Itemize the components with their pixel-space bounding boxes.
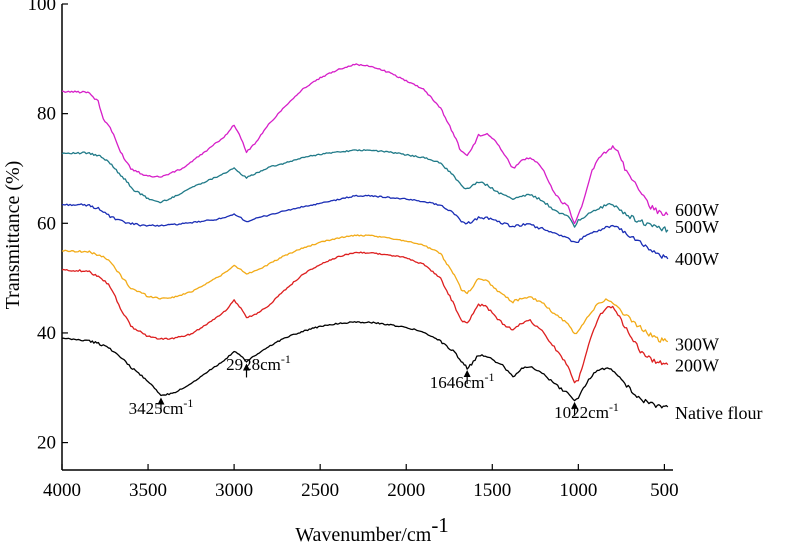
x-tick-label: 500	[650, 480, 679, 501]
annotation-label: 1022cm-1	[554, 400, 619, 422]
annotation-label-sup: -1	[609, 400, 619, 414]
annotation-arrow-head	[571, 401, 579, 409]
series-line-200w	[61, 251, 669, 384]
series-layer	[61, 63, 669, 409]
y-tick-label: 100	[28, 0, 57, 15]
plot-area	[61, 4, 673, 471]
annotation-label: 3425cm-1	[129, 396, 194, 418]
annotation-label: 2928cm-1	[226, 352, 291, 374]
annotation-label-text: 3425cm	[129, 399, 184, 418]
annotation-label-text: 2928cm	[226, 355, 281, 374]
series-line-400w	[61, 194, 669, 260]
x-tick-label: 1000	[559, 480, 597, 501]
y-tick-label: 20	[37, 433, 56, 454]
series-line-native-flour	[61, 321, 669, 409]
annotation-label-sup: -1	[281, 352, 291, 366]
x-axis-ticks: 4000 3500 3000 2500 2000 1500 1000 500	[43, 464, 679, 501]
annotation-label-text: 1646cm	[430, 373, 485, 392]
series-line-500w	[61, 149, 669, 233]
annotation-label-sup: -1	[485, 370, 495, 384]
series-label: 400W	[675, 249, 719, 269]
y-tick-label: 40	[37, 323, 56, 344]
annotation-arrow-head	[463, 370, 471, 378]
x-tick-label: 4000	[43, 480, 81, 501]
series-label: 300W	[675, 335, 719, 355]
series-label: Native flour	[675, 403, 762, 423]
x-tick-label: 2000	[387, 480, 425, 501]
annotation-label-text: 1022cm	[554, 403, 609, 422]
y-tick-label: 80	[37, 104, 56, 125]
x-axis-title-sup: -1	[431, 513, 449, 537]
annotation-1646: 1646cm-1	[430, 370, 495, 392]
x-axis-title-text: Wavenumber/cm	[295, 524, 432, 546]
x-tick-label: 3500	[129, 480, 167, 501]
annotation-label: 1646cm-1	[430, 370, 495, 392]
y-axis-title: Transmittance (%)	[2, 161, 24, 310]
series-label: 200W	[675, 356, 719, 376]
x-tick-label: 3000	[215, 480, 253, 501]
series-label: 600W	[675, 200, 719, 220]
series-line-300w	[61, 234, 669, 343]
x-tick-label: 2500	[301, 480, 339, 501]
annotation-arrow-head	[243, 363, 251, 371]
series-label: 500W	[675, 217, 719, 237]
annotation-2928: 2928cm-1	[226, 352, 291, 378]
annotation-arrow-head	[157, 397, 165, 405]
y-tick-label: 60	[37, 213, 56, 234]
y-axis-ticks: 20 40 60 80 100	[28, 0, 68, 454]
annotation-3425: 3425cm-1	[129, 396, 194, 418]
annotation-1022: 1022cm-1	[554, 400, 619, 422]
x-tick-label: 1500	[473, 480, 511, 501]
annotation-label-sup: -1	[183, 396, 193, 410]
x-axis-title: Wavenumber/cm-1	[295, 513, 449, 546]
series-line-600w	[61, 63, 669, 225]
